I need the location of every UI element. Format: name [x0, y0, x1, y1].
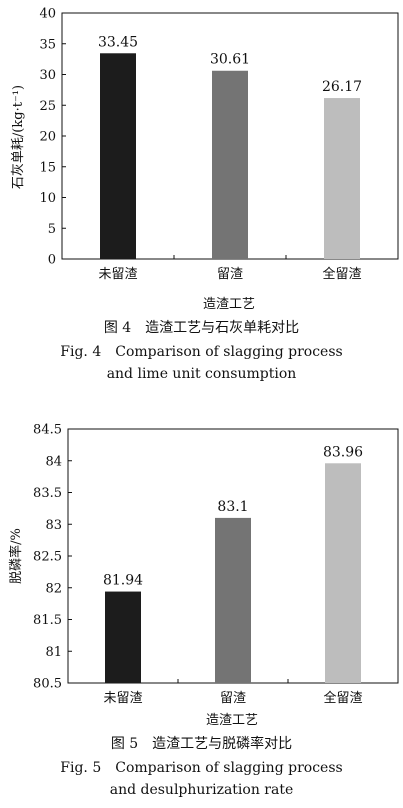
- y-tick-label: 5: [48, 222, 56, 237]
- bar: [100, 53, 136, 259]
- x-tick-label: 全留渣: [322, 266, 361, 282]
- bar: [105, 591, 141, 683]
- x-tick-label: 全留渣: [323, 690, 362, 706]
- x-tick-label: 留渣: [220, 691, 246, 706]
- plot-frame: [67, 428, 399, 684]
- data-label: 83.1: [217, 499, 248, 515]
- y-tick-label: 84: [45, 454, 62, 469]
- y-tick-label: 25: [39, 99, 56, 114]
- y-tick-label: 35: [39, 37, 56, 52]
- y-tick-label: 81: [45, 645, 62, 660]
- data-label: 81.94: [103, 573, 143, 589]
- y-tick-label: 82.5: [33, 550, 62, 565]
- y-tick-label: 0: [48, 253, 56, 268]
- figure-caption-cn: 图 5 造渣工艺与脱磷率对比: [110, 736, 293, 752]
- y-tick-label: 30: [39, 68, 56, 83]
- x-axis-label: 造渣工艺: [203, 297, 255, 312]
- y-tick-label: 40: [39, 7, 56, 22]
- y-tick-label: 84.5: [33, 423, 62, 438]
- data-label: 26.17: [322, 79, 362, 95]
- data-label: 30.61: [210, 52, 250, 68]
- x-tick-label: 未留渣: [103, 691, 142, 706]
- y-tick-label: 82: [45, 581, 62, 596]
- bar: [212, 70, 248, 259]
- x-tick-label: 留渣: [217, 267, 243, 282]
- data-label: 33.45: [98, 34, 138, 50]
- x-axis-label: 造渣工艺: [206, 713, 258, 728]
- figure-caption-en-line2: and desulphurization rate: [109, 782, 294, 798]
- bar: [215, 517, 251, 683]
- bar: [324, 98, 360, 259]
- y-tick-label: 83: [45, 518, 62, 533]
- y-tick-label: 15: [39, 160, 56, 175]
- x-tick-label: 未留渣: [98, 267, 137, 282]
- bar: [325, 463, 361, 683]
- figure-caption-en-line1: Fig. 4 Comparison of slagging process: [60, 344, 343, 360]
- y-tick-label: 20: [39, 130, 56, 145]
- figure-caption-en-line1: Fig. 5 Comparison of slagging process: [60, 760, 343, 776]
- y-tick-label: 81.5: [33, 613, 62, 628]
- figure-caption-en-line2: and lime unit consumption: [106, 366, 297, 382]
- chart-lime-consumption: 石灰单耗/(kg·t⁻¹) 造渣工艺 0 5 10 15 20 25 30 35 40 33.45…: [11, 7, 399, 312]
- figure-caption-cn: 图 4 造渣工艺与石灰单耗对比: [103, 320, 300, 336]
- y-axis-label: 石灰单耗/(kg·t⁻¹): [11, 85, 26, 189]
- y-axis-label: 脱磷率/%: [8, 528, 24, 584]
- y-tick-label: 83.5: [33, 486, 62, 501]
- y-tick-label: 80.5: [33, 677, 62, 692]
- y-tick-label: 10: [39, 191, 56, 206]
- data-label: 83.96: [323, 444, 363, 460]
